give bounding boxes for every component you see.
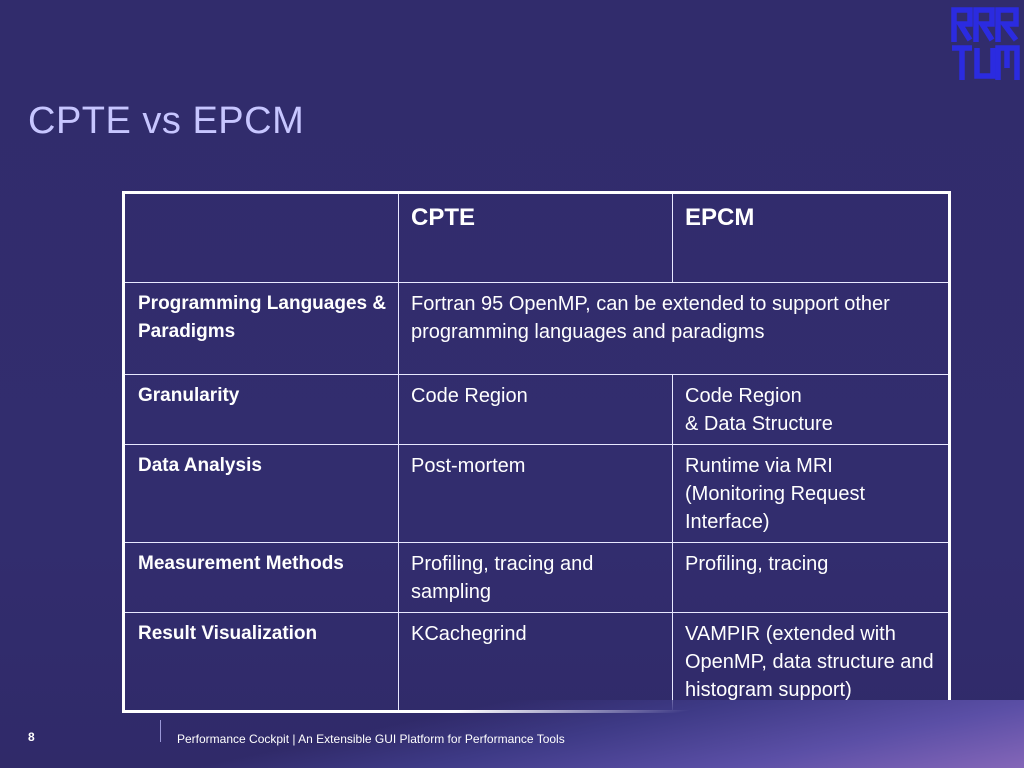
header-cpte: CPTE — [398, 192, 673, 283]
cell-visualization-epcm: VAMPIR (extended with OpenMP, data struc… — [672, 612, 950, 712]
row-label-granularity: Granularity — [123, 374, 399, 445]
cell-granularity-epcm: Code Region & Data Structure — [672, 374, 950, 445]
table-row: Measurement Methods Profiling, tracing a… — [123, 542, 950, 613]
footer-divider — [160, 720, 161, 742]
table-header-row: CPTE EPCM — [123, 192, 950, 283]
table-row: Programming Languages & Paradigms Fortra… — [123, 282, 950, 375]
table-row: Result Visualization KCachegrind VAMPIR … — [123, 612, 950, 712]
footer-band — [0, 700, 1024, 768]
cell-granularity-cpte: Code Region — [398, 374, 673, 445]
comparison-table-container: CPTE EPCM Programming Languages & Paradi… — [122, 191, 951, 713]
tum-logo — [951, 7, 1020, 80]
cell-data-analysis-cpte: Post-mortem — [398, 444, 673, 543]
table-row: Granularity Code Region Code Region & Da… — [123, 374, 950, 445]
cell-line: & Data Structure — [685, 413, 833, 435]
page-number: 8 — [28, 730, 35, 744]
table-row: Data Analysis Post-mortem Runtime via MR… — [123, 444, 950, 543]
footer-text: Performance Cockpit | An Extensible GUI … — [177, 732, 565, 746]
cell-programming-merged: Fortran 95 OpenMP, can be extended to su… — [398, 282, 950, 375]
row-label-data-analysis: Data Analysis — [123, 444, 399, 543]
header-epcm: EPCM — [672, 192, 950, 283]
cell-visualization-cpte: KCachegrind — [398, 612, 673, 712]
slide-title: CPTE vs EPCM — [28, 100, 305, 142]
cell-line: Code Region — [685, 385, 802, 407]
row-label-programming: Programming Languages & Paradigms — [123, 282, 399, 375]
row-label-measurement: Measurement Methods — [123, 542, 399, 613]
cell-measurement-cpte: Profiling, tracing and sampling — [398, 542, 673, 613]
cell-data-analysis-epcm: Runtime via MRI (Monitoring Request Inte… — [672, 444, 950, 543]
row-label-visualization: Result Visualization — [123, 612, 399, 712]
header-empty-cell — [123, 192, 399, 283]
comparison-table: CPTE EPCM Programming Languages & Paradi… — [122, 191, 951, 713]
cell-measurement-epcm: Profiling, tracing — [672, 542, 950, 613]
